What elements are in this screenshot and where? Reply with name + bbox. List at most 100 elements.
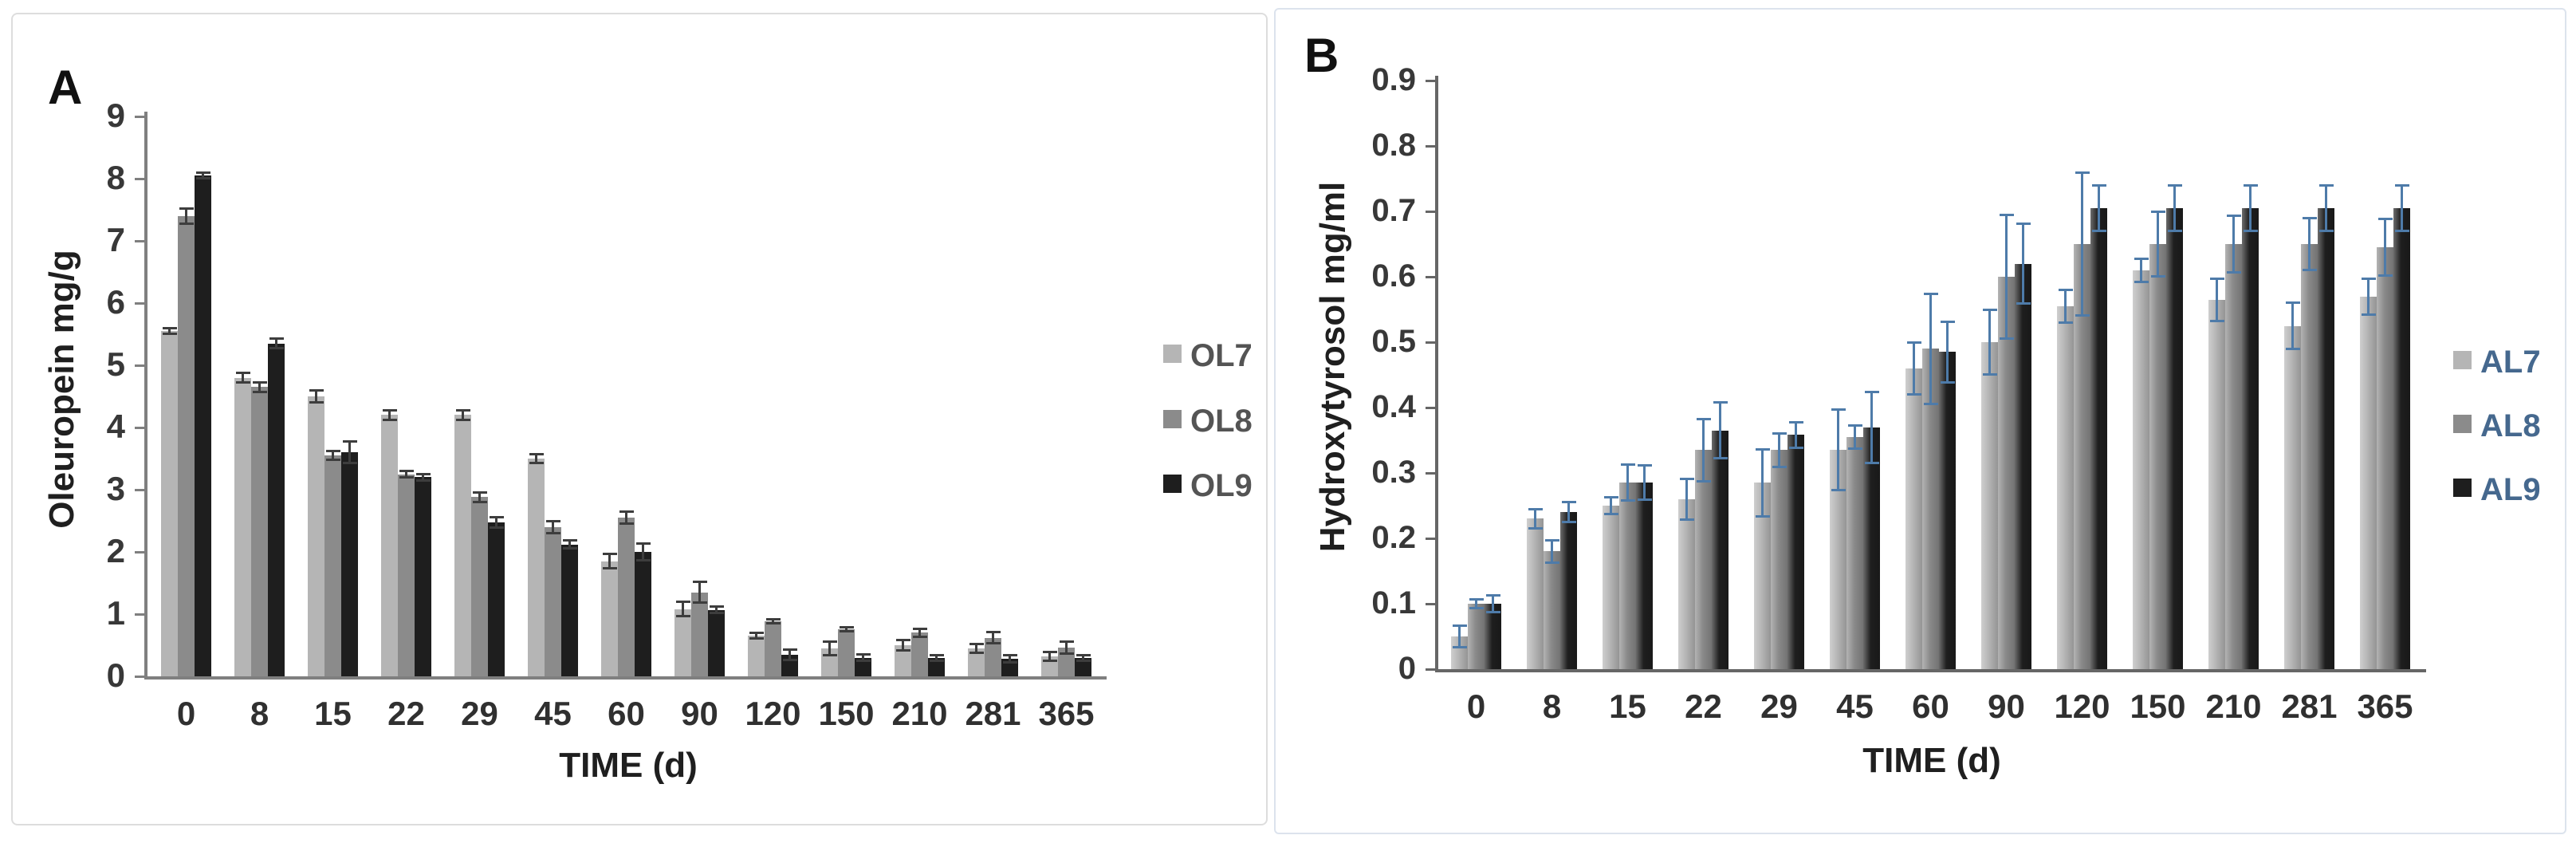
- x-tick-label-8: 8: [1542, 687, 1562, 725]
- y-tick-mark: [1426, 276, 1435, 278]
- y-tick-label: 0.4: [1371, 389, 1416, 425]
- bar-AL7-t60: [1905, 368, 1922, 669]
- error-cap-top: [342, 440, 357, 443]
- error-bar-AL7-t90: [1988, 309, 1991, 375]
- error-bar-OL9-t150: [862, 653, 864, 662]
- y-tick-mark: [1426, 538, 1435, 540]
- y-axis: [1435, 76, 1438, 669]
- error-cap-bottom: [1755, 514, 1770, 518]
- error-bar-AL9-t22: [1719, 402, 1721, 459]
- error-cap-bottom: [342, 462, 357, 465]
- error-cap-top: [1002, 654, 1017, 657]
- error-bar-OL7-t365: [1048, 651, 1051, 662]
- y-tick-mark: [1426, 145, 1435, 148]
- error-bar-AL9-t60: [1946, 321, 1949, 383]
- error-cap-bottom: [1864, 461, 1879, 464]
- error-cap-top: [1469, 598, 1484, 601]
- error-bar-OL8-t120: [772, 619, 774, 624]
- error-bar-OL8-t8: [258, 382, 261, 392]
- error-cap-bottom: [2377, 274, 2393, 278]
- error-cap-bottom: [162, 333, 177, 335]
- error-cap-bottom: [2394, 229, 2409, 232]
- bar-AL9-t90: [2015, 263, 2031, 669]
- error-cap-top: [1772, 431, 1787, 435]
- error-cap-top: [269, 337, 284, 341]
- error-cap-top: [929, 653, 944, 656]
- legend-label-AL9: AL9: [2480, 472, 2541, 507]
- error-cap-bottom: [529, 462, 544, 465]
- bar-AL7-t365: [2360, 296, 2377, 669]
- x-tick-label-8: 8: [250, 695, 269, 732]
- error-cap-top: [782, 648, 797, 651]
- y-tick-label: 4: [106, 408, 125, 446]
- panel-a-letter: A: [48, 61, 83, 114]
- error-cap-bottom: [455, 418, 470, 421]
- bar-OL9-t210: [928, 657, 945, 676]
- error-cap-bottom: [1528, 526, 1543, 530]
- error-cap-bottom: [822, 654, 837, 657]
- error-cap-bottom: [1999, 337, 2014, 340]
- x-tick-label-120: 120: [745, 695, 801, 732]
- x-tick-label-60: 60: [608, 695, 645, 732]
- error-cap-top: [2058, 288, 2073, 291]
- x-tick-label-281: 281: [2281, 687, 2338, 725]
- error-cap-top: [2209, 277, 2224, 280]
- y-tick-label: 0.2: [1371, 520, 1416, 556]
- error-cap-top: [1059, 640, 1074, 644]
- bar-AL7-t45: [1830, 450, 1846, 669]
- error-bar-AL9-t210: [2249, 185, 2252, 231]
- error-cap-bottom: [2243, 229, 2258, 232]
- error-cap-top: [765, 618, 781, 621]
- error-bar-OL7-t8: [242, 372, 244, 383]
- bar-AL8-t29: [1771, 450, 1787, 669]
- x-tick-label-150: 150: [2130, 687, 2186, 725]
- y-tick-label: 0.7: [1371, 193, 1416, 229]
- error-cap-top: [2361, 277, 2376, 280]
- error-bar-AL9-t150: [2173, 185, 2176, 231]
- error-cap-top: [619, 510, 634, 514]
- error-cap-top: [399, 469, 414, 472]
- legend-label-AL7: AL7: [2480, 345, 2541, 380]
- y-tick-mark: [135, 116, 144, 118]
- error-bar-AL8-t90: [2005, 215, 2008, 339]
- error-cap-bottom: [1002, 660, 1017, 664]
- x-tick-label-210: 210: [2205, 687, 2262, 725]
- bar-OL7-t8: [234, 377, 251, 676]
- error-cap-bottom: [2209, 319, 2224, 322]
- error-bar-OL9-t60: [642, 543, 644, 561]
- bar-OL9-t90: [708, 609, 725, 676]
- error-bar-AL7-t0: [1458, 625, 1461, 648]
- error-bar-OL8-t15: [332, 450, 334, 461]
- bar-AL8-t365: [2377, 247, 2393, 669]
- error-cap-bottom: [1059, 652, 1074, 655]
- bar-AL7-t29: [1754, 483, 1771, 669]
- bar-OL8-t365: [1058, 648, 1075, 676]
- y-tick-label: 2: [106, 532, 125, 570]
- error-bar-AL7-t210: [2216, 278, 2218, 321]
- error-cap-bottom: [2016, 302, 2031, 305]
- error-cap-top: [1982, 309, 1997, 311]
- bar-OL9-t150: [855, 657, 871, 676]
- error-cap-bottom: [619, 522, 634, 525]
- bar-OL9-t0: [195, 175, 211, 676]
- bar-AL8-t281: [2301, 244, 2318, 669]
- error-bar-AL9-t45: [1870, 391, 1873, 463]
- bar-AL7-t150: [2133, 270, 2149, 669]
- bar-AL7-t15: [1603, 506, 1619, 669]
- error-cap-bottom: [1772, 465, 1787, 468]
- error-bar-AL8-t365: [2384, 219, 2386, 277]
- y-axis-title: Hydroxytyrosol mg/ml: [1313, 181, 1352, 553]
- bar-OL9-t15: [341, 452, 358, 676]
- error-cap-top: [675, 601, 690, 604]
- error-cap-top: [162, 327, 177, 330]
- bar-OL8-t210: [911, 632, 928, 676]
- error-cap-bottom: [1042, 660, 1057, 663]
- error-bar-OL7-t29: [462, 410, 464, 420]
- error-bar-OL7-t0: [168, 328, 171, 334]
- error-cap-bottom: [1831, 489, 1846, 492]
- error-cap-bottom: [325, 459, 340, 462]
- error-cap-bottom: [749, 637, 764, 640]
- error-cap-bottom: [1788, 446, 1803, 449]
- error-cap-top: [529, 452, 544, 455]
- error-cap-bottom: [602, 567, 617, 570]
